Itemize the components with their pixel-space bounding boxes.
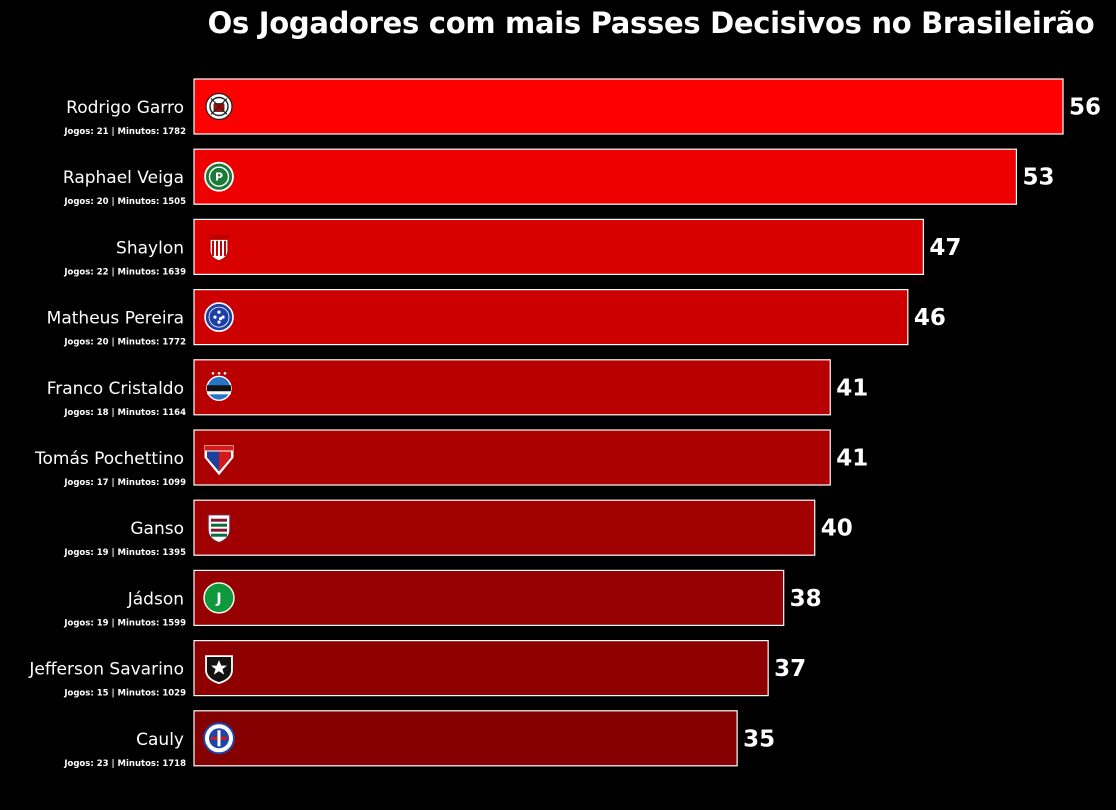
value-label: 46 <box>914 305 946 331</box>
category-label: Jádson <box>127 589 184 609</box>
bar <box>193 429 831 486</box>
bar <box>193 710 738 767</box>
player-stats-label: Jogos: 20 | Minutos: 1772 <box>63 338 186 348</box>
category-label: Ganso <box>130 519 184 539</box>
bahia-crest-icon <box>203 722 235 755</box>
player-stats-label: Jogos: 15 | Minutos: 1029 <box>63 689 186 699</box>
fortaleza-crest-icon <box>204 445 234 476</box>
corinthians-crest-icon <box>205 92 233 121</box>
bar <box>193 359 831 416</box>
category-label: Jefferson Savarino <box>28 660 184 680</box>
bar <box>193 569 785 627</box>
value-label: 35 <box>743 726 775 752</box>
bar <box>193 78 1064 135</box>
category-label: Shaylon <box>116 238 184 258</box>
value-label: 53 <box>1022 165 1054 191</box>
player-stats-label: Jogos: 20 | Minutos: 1505 <box>63 197 186 207</box>
svg-text:P: P <box>215 171 223 184</box>
cruzeiro-crest-icon <box>204 302 234 332</box>
value-label: 38 <box>790 586 822 612</box>
bars-layer <box>193 78 1064 767</box>
player-stats-label: Jogos: 23 | Minutos: 1718 <box>63 759 186 769</box>
player-stats-label: Jogos: 19 | Minutos: 1395 <box>63 548 186 558</box>
bar <box>193 148 1018 205</box>
icons-layer: PJ <box>203 92 235 755</box>
bar <box>193 639 769 697</box>
player-stats-label: Jogos: 19 | Minutos: 1599 <box>63 618 186 628</box>
fluminense-crest-icon <box>207 514 231 544</box>
chart-title: Os Jogadores com mais Passes Decisivos n… <box>207 6 1095 40</box>
gremio-crest-icon <box>206 372 232 401</box>
category-label: Franco Cristaldo <box>47 379 184 399</box>
category-label: Tomás Pochettino <box>34 449 184 469</box>
bar <box>193 289 909 346</box>
category-label: Matheus Pereira <box>47 309 184 329</box>
category-label: Cauly <box>136 730 184 750</box>
value-label: 41 <box>836 375 868 401</box>
palmeiras-crest-icon: P <box>204 161 234 192</box>
value-label: 41 <box>836 446 868 472</box>
value-label: 47 <box>929 235 961 261</box>
juventude-crest-icon: J <box>203 582 235 614</box>
atletico-goianiense-crest-icon <box>209 234 229 262</box>
player-stats-label: Jogos: 22 | Minutos: 1639 <box>63 267 186 277</box>
value-label: 56 <box>1069 95 1101 121</box>
labels-layer: 56 Rodrigo Garro Jogos: 21 | Minutos: 1782… <box>28 95 1101 769</box>
player-stats-label: Jogos: 18 | Minutos: 1164 <box>63 408 186 418</box>
category-label: Raphael Veiga <box>63 168 184 188</box>
bar <box>193 218 924 275</box>
botafogo-crest-icon <box>205 655 233 685</box>
player-stats-label: Jogos: 21 | Minutos: 1782 <box>63 127 186 137</box>
category-label: Rodrigo Garro <box>66 98 184 118</box>
value-label: 40 <box>821 516 853 542</box>
value-label: 37 <box>774 656 806 682</box>
player-stats-label: Jogos: 17 | Minutos: 1099 <box>63 478 186 488</box>
svg-text:J: J <box>215 591 221 607</box>
bar <box>193 499 816 556</box>
